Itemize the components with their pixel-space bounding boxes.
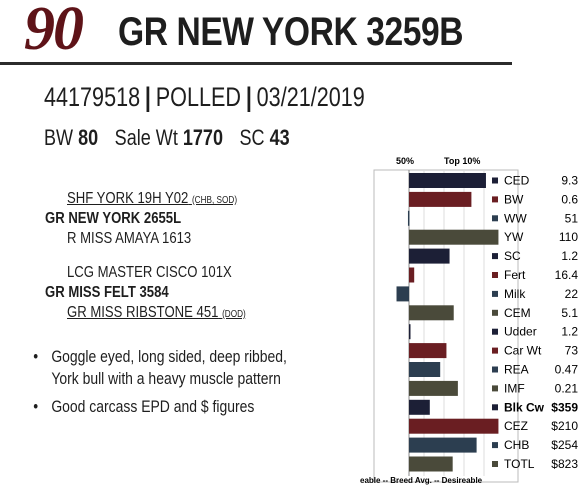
epd-value: 5.1 bbox=[561, 306, 578, 320]
note-item: Goggle eyed, long sided, deep ribbed, Yo… bbox=[30, 346, 301, 390]
legend-marker bbox=[492, 404, 498, 411]
epd-bar-milk bbox=[396, 286, 409, 302]
axis-footer-label: eable -- Breed Avg. -- Desireable bbox=[360, 476, 483, 485]
birth-date: 03/21/2019 bbox=[256, 82, 365, 112]
legend-marker bbox=[492, 347, 498, 354]
epd-value: 0.21 bbox=[555, 381, 579, 395]
epd-trait-label: Fert bbox=[504, 268, 526, 282]
epd-bar-rea bbox=[409, 362, 441, 377]
separator: | bbox=[245, 82, 252, 112]
dam-dam-tag: (DOD) bbox=[222, 309, 246, 320]
pedigree-sire-dam: R MISS AMAYA 1613 bbox=[67, 230, 192, 247]
lot-number: 90 bbox=[24, 0, 84, 63]
header-divider bbox=[0, 62, 512, 65]
epd-bar-sc bbox=[409, 248, 450, 264]
epd-trait-label: SC bbox=[504, 249, 521, 263]
epd-value: $210 bbox=[551, 419, 578, 433]
epd-value: 1.2 bbox=[561, 325, 578, 339]
epd-trait-label: Car Wt bbox=[504, 344, 542, 358]
epd-value: 9.3 bbox=[561, 174, 578, 188]
epd-trait-label: TOTL bbox=[504, 457, 535, 471]
legend-marker bbox=[492, 461, 498, 467]
sale-wt-label: Sale Wt bbox=[114, 125, 178, 150]
epd-value: 1.2 bbox=[561, 249, 578, 263]
epd-bar-yw bbox=[409, 229, 499, 245]
epd-value: 22 bbox=[565, 287, 579, 301]
epd-trait-label: IMF bbox=[504, 381, 525, 395]
sc-value: 43 bbox=[269, 125, 290, 150]
label-50-percent: 50% bbox=[396, 156, 414, 166]
epd-bar-bw bbox=[409, 191, 472, 207]
notes-list: Goggle eyed, long sided, deep ribbed, Yo… bbox=[30, 346, 301, 424]
epd-bar-ww bbox=[407, 210, 410, 226]
epd-trait-label: CED bbox=[504, 174, 530, 188]
epd-bar-ced bbox=[409, 173, 486, 188]
epd-bar-chb bbox=[409, 437, 477, 453]
stats-line: BW 80 Sale Wt 1770 SC 43 bbox=[44, 125, 290, 151]
epd-trait-label: CEZ bbox=[504, 419, 528, 433]
separator: | bbox=[144, 82, 151, 112]
identity-line: 44179518 | POLLED | 03/21/2019 bbox=[44, 82, 365, 113]
epd-value: $254 bbox=[551, 438, 578, 452]
sale-wt-value: 1770 bbox=[182, 125, 224, 150]
sire-sire-tag: (CHB, SOD) bbox=[191, 195, 238, 206]
pedigree-dam-dam: GR MISS RIBSTONE 451 (DOD) bbox=[67, 304, 246, 321]
epd-bar-fert bbox=[409, 267, 415, 283]
pedigree-dam: GR MISS FELT 3584 bbox=[45, 284, 169, 301]
epd-value: $359 bbox=[551, 400, 578, 414]
epd-trait-label: CHB bbox=[504, 438, 529, 452]
legend-marker bbox=[492, 196, 498, 203]
chart-frame bbox=[373, 169, 519, 483]
legend-marker bbox=[492, 215, 498, 222]
legend-marker bbox=[492, 253, 498, 260]
epd-trait-label: CEM bbox=[504, 306, 531, 320]
legend-marker bbox=[492, 272, 498, 278]
epd-trait-label: Udder bbox=[504, 325, 537, 339]
epd-bar-udder bbox=[409, 324, 411, 340]
epd-value: 16.4 bbox=[555, 268, 579, 282]
bull-name: GR NEW YORK 3259B bbox=[118, 10, 464, 54]
legend-marker bbox=[492, 234, 498, 241]
registration-number: 44179518 bbox=[44, 82, 141, 112]
epd-value: 0.47 bbox=[555, 363, 579, 377]
epd-value: 51 bbox=[565, 211, 579, 225]
legend-marker bbox=[492, 290, 498, 297]
epd-bar-imf bbox=[409, 380, 458, 396]
legend-marker bbox=[492, 385, 498, 392]
epd-value: 0.6 bbox=[561, 192, 578, 206]
polled-status: POLLED bbox=[155, 82, 242, 112]
label-top-10-percent: Top 10% bbox=[444, 156, 480, 166]
epd-bar-cez bbox=[409, 418, 499, 434]
legend-marker bbox=[492, 366, 498, 373]
bw-label: BW bbox=[44, 125, 74, 150]
pedigree-dam-sire: LCG MASTER CISCO 101X bbox=[67, 264, 232, 281]
legend-marker bbox=[492, 328, 498, 335]
epd-bar-cem bbox=[409, 305, 454, 321]
epd-trait-label: BW bbox=[504, 192, 524, 206]
epd-value: 110 bbox=[559, 230, 578, 244]
pedigree-sire: GR NEW YORK 2655L bbox=[45, 210, 182, 227]
epd-bar-totl bbox=[409, 456, 453, 472]
legend-marker bbox=[492, 442, 498, 449]
epd-trait-label: Blk Cw bbox=[504, 400, 545, 414]
legend-marker bbox=[492, 309, 498, 316]
sc-label: SC bbox=[239, 125, 265, 150]
epd-value: $823 bbox=[551, 457, 578, 471]
note-item: Good carcass EPD and $ figures bbox=[30, 396, 301, 418]
epd-bar-car-wt bbox=[409, 343, 447, 359]
legend-marker bbox=[492, 423, 498, 430]
epd-value: 73 bbox=[565, 344, 579, 358]
epd-trait-label: YW bbox=[504, 230, 524, 244]
epd-trait-label: Milk bbox=[504, 287, 526, 301]
pedigree-sire-sire: SHF YORK 19H Y02 (CHB, SOD) bbox=[67, 190, 238, 207]
legend-marker bbox=[492, 177, 498, 184]
epd-trait-label: WW bbox=[504, 211, 527, 225]
epd-bar-blk-cw bbox=[409, 399, 430, 415]
epd-trait-label: REA bbox=[504, 363, 529, 377]
bw-value: 80 bbox=[78, 125, 99, 150]
